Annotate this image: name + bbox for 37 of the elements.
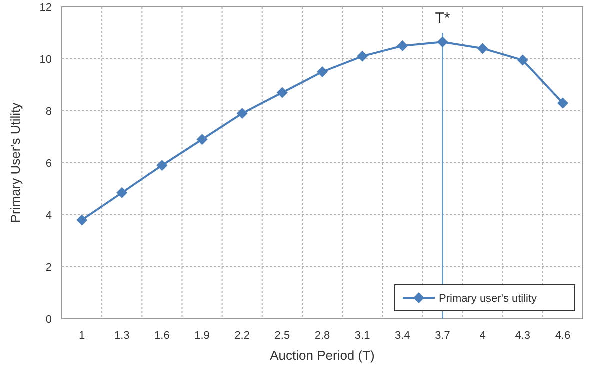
- point: [76, 214, 88, 226]
- y-tick-label: 10: [40, 54, 52, 66]
- x-axis-title: Auction Period (T): [270, 348, 375, 363]
- y-axis-title: Primary User's Utility: [8, 102, 23, 224]
- point: [357, 50, 368, 62]
- x-tick-label: 2.5: [274, 330, 290, 342]
- point: [196, 134, 208, 146]
- ref-line-label: T*: [435, 10, 450, 27]
- point: [236, 108, 248, 120]
- point: [276, 87, 288, 98]
- y-tick-label: 2: [46, 262, 52, 274]
- x-tick-label: 3.1: [354, 330, 370, 342]
- point: [517, 54, 528, 66]
- point: [397, 40, 408, 52]
- y-tick-label: 12: [40, 2, 52, 14]
- point: [156, 160, 168, 172]
- x-tick-label: 3.7: [435, 330, 450, 342]
- x-tick-label: 1.9: [194, 330, 210, 342]
- x-tick-label: 2.2: [234, 330, 250, 342]
- y-tick-label: 0: [46, 314, 52, 326]
- x-tick-label: 1: [78, 330, 86, 342]
- y-tick-label: 8: [46, 106, 52, 118]
- point: [437, 36, 448, 48]
- point: [116, 187, 128, 198]
- x-tick-label: 1.3: [114, 330, 130, 342]
- legend-label: Primary user's utility: [439, 292, 538, 305]
- y-tick-label: 6: [46, 158, 52, 170]
- point: [317, 66, 328, 78]
- point: [477, 43, 488, 54]
- point: [557, 98, 568, 109]
- x-tick-label: 3.4: [395, 330, 410, 342]
- y-tick-label: 4: [46, 210, 52, 222]
- x-tick-label: 4.3: [515, 330, 531, 342]
- x-tick-label: 1.6: [154, 330, 170, 342]
- x-tick-label: 4.6: [555, 330, 571, 342]
- x-tick-label: 2.8: [314, 330, 330, 342]
- x-tick-label: 4: [480, 330, 486, 342]
